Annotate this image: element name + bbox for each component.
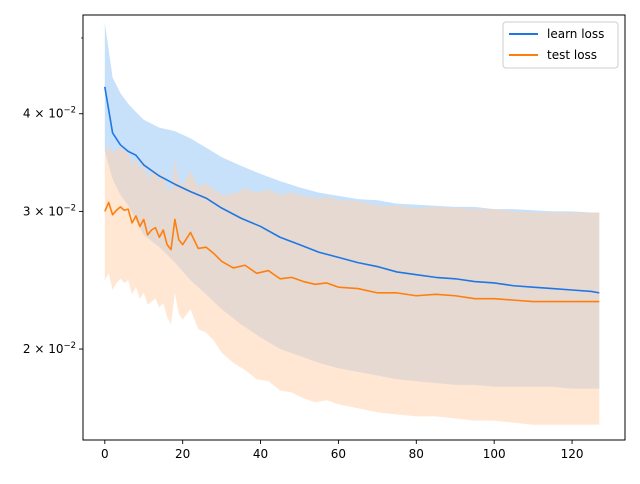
x-tick-label: 80 xyxy=(409,447,424,461)
y-tick-label: 3 × 10−2 xyxy=(23,203,76,218)
x-tick-label: 20 xyxy=(175,447,190,461)
test-loss-legend-label: test loss xyxy=(547,48,597,62)
plot-area-frame xyxy=(82,14,626,441)
x-tick-label: 120 xyxy=(561,447,584,461)
legend: learn loss test loss xyxy=(502,21,619,69)
y-tick-label: 2 × 10−2 xyxy=(23,341,76,356)
y-tick-label: 4 × 10−2 xyxy=(23,106,76,121)
test-loss-line xyxy=(104,201,600,303)
y-axis: 2 × 10−2 3 × 10−2 4 × 10−2 xyxy=(23,37,83,356)
x-tick-label: 40 xyxy=(253,447,268,461)
learn-loss-legend-label: learn loss xyxy=(547,27,604,41)
x-tick-label: 100 xyxy=(483,447,506,461)
x-tick-label: 60 xyxy=(331,447,346,461)
learn-loss-line xyxy=(104,86,600,294)
test-loss-band xyxy=(104,144,600,425)
series-lines xyxy=(104,86,600,303)
x-tick-label: 0 xyxy=(101,447,109,461)
x-axis: 0 20 40 60 80 100 120 xyxy=(101,440,584,461)
confidence-bands xyxy=(104,22,600,425)
